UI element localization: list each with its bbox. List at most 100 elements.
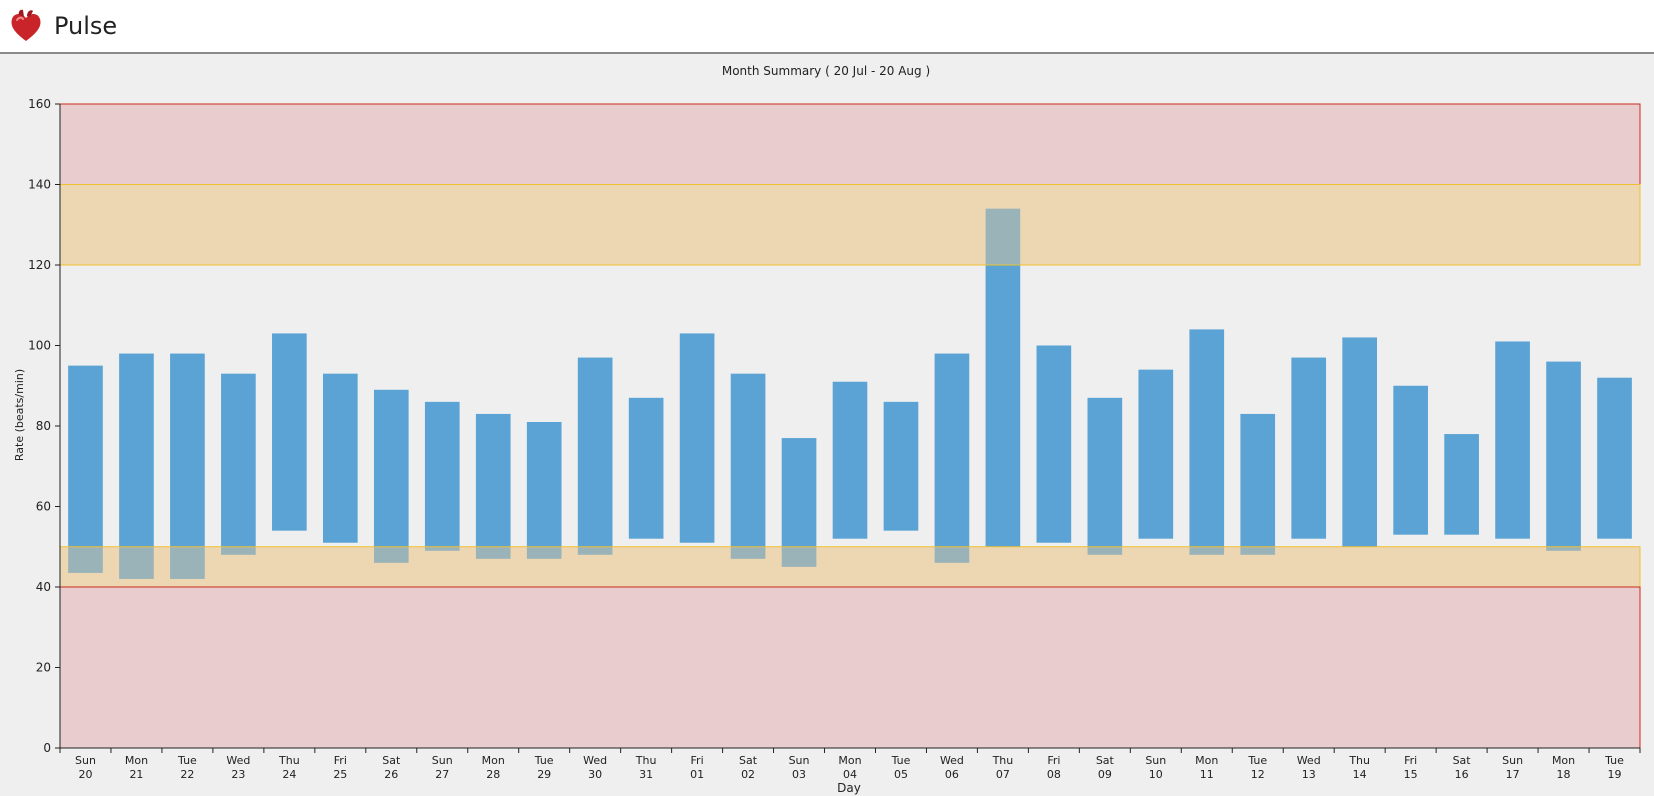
- chart-area: 0 20 40 60 80 100 120 140 160 Sun 20 Mon 21 Tue 22 Wed 2…: [0, 54, 1654, 796]
- x-tick-label-dow: Sat: [1096, 754, 1115, 767]
- bar-sun-03: [781, 438, 817, 567]
- x-tick-label-day: 22: [180, 768, 194, 781]
- zone-band-warning: [60, 184, 1640, 265]
- x-tick-label-day: 25: [333, 768, 347, 781]
- bar-sun-20: [68, 365, 103, 573]
- app-header: Pulse: [0, 0, 1654, 54]
- bar-wed-23: [221, 373, 256, 555]
- x-tick-label-dow: Fri: [691, 754, 704, 767]
- x-tick-label-dow: Sat: [1453, 754, 1472, 767]
- bar-sat-09: [1087, 397, 1123, 555]
- x-tick-label-dow: Thu: [992, 754, 1014, 767]
- chart-title: Month Summary ( 20 Jul - 20 Aug ): [722, 64, 930, 78]
- x-tick-label-day: 21: [129, 768, 143, 781]
- x-tick-label-dow: Wed: [583, 754, 607, 767]
- x-tick-label-dow: Sun: [432, 754, 453, 767]
- bar-wed-13: [1291, 357, 1327, 539]
- heart-icon: [11, 9, 41, 41]
- bar-tue-19: [1597, 377, 1632, 539]
- x-tick-label-dow: Fri: [1404, 754, 1417, 767]
- y-tick-label: 140: [28, 178, 51, 192]
- bar-fri-25: [322, 373, 358, 543]
- x-tick-label-dow: Mon: [838, 754, 861, 767]
- x-tick-label-dow: Tue: [1604, 754, 1624, 767]
- x-tick-label-day: 12: [1251, 768, 1265, 781]
- x-tick-label-dow: Wed: [226, 754, 250, 767]
- x-tick-label-day: 02: [741, 768, 755, 781]
- x-tick-label-day: 11: [1200, 768, 1214, 781]
- x-tick-label-day: 31: [639, 768, 653, 781]
- threshold-bands: [60, 104, 1640, 748]
- x-tick-label-day: 01: [690, 768, 704, 781]
- x-tick-label-dow: Sat: [382, 754, 401, 767]
- x-tick-label-day: 26: [384, 768, 398, 781]
- x-tick-label-dow: Sun: [1145, 754, 1166, 767]
- x-tick-label-day: 19: [1608, 768, 1622, 781]
- bar-wed-30: [577, 357, 613, 555]
- warning-band-overlay: [60, 546, 1640, 587]
- x-tick-label-dow: Sat: [739, 754, 758, 767]
- y-tick-label: 80: [36, 419, 51, 433]
- x-tick-label-dow: Thu: [1348, 754, 1370, 767]
- y-tick-label: 20: [36, 661, 51, 675]
- y-tick-label: 100: [28, 339, 51, 353]
- zone-band-danger: [60, 587, 1640, 748]
- x-tick-label-day: 10: [1149, 768, 1163, 781]
- bar-tue-05: [883, 401, 919, 531]
- x-tick-label-day: 15: [1404, 768, 1418, 781]
- x-tick-label-day: 28: [486, 768, 500, 781]
- x-tick-label-day: 18: [1557, 768, 1571, 781]
- x-tick-label-dow: Tue: [1247, 754, 1267, 767]
- x-tick-label-dow: Mon: [125, 754, 148, 767]
- x-tick-label-dow: Sun: [75, 754, 96, 767]
- x-tick-label-day: 06: [945, 768, 959, 781]
- bar-sun-17: [1495, 341, 1530, 539]
- x-tick-label-day: 29: [537, 768, 551, 781]
- x-tick-label-dow: Mon: [1195, 754, 1218, 767]
- x-tick-label-day: 09: [1098, 768, 1112, 781]
- x-tick-label-day: 14: [1353, 768, 1367, 781]
- x-tick-label-dow: Mon: [482, 754, 505, 767]
- bar-tue-12: [1240, 413, 1276, 555]
- x-tick-label-dow: Thu: [635, 754, 657, 767]
- bar-thu-24: [272, 333, 307, 531]
- bars: [68, 208, 1632, 579]
- bar-sun-10: [1138, 369, 1174, 539]
- zone-band-danger: [60, 104, 1640, 185]
- y-axis-label: Rate (beats/min): [13, 369, 26, 461]
- axes: 020406080100120140160Sun20Mon21Tue22Wed2…: [28, 97, 1641, 781]
- bar-mon-18: [1546, 361, 1581, 551]
- x-tick-label-day: 08: [1047, 768, 1061, 781]
- bar-fri-08: [1036, 345, 1072, 543]
- y-tick-label: 60: [36, 500, 51, 514]
- bar-sat-26: [373, 389, 409, 563]
- x-tick-label-dow: Wed: [940, 754, 964, 767]
- x-tick-label-dow: Fri: [1047, 754, 1060, 767]
- x-tick-label-day: 07: [996, 768, 1010, 781]
- x-tick-label-day: 24: [282, 768, 296, 781]
- y-tick-label: 160: [28, 97, 51, 111]
- x-tick-label-dow: Tue: [534, 754, 554, 767]
- y-tick-label: 0: [43, 741, 51, 755]
- threshold-overlays: [59, 103, 1641, 749]
- y-tick-label: 40: [36, 580, 51, 594]
- x-tick-label-dow: Mon: [1552, 754, 1575, 767]
- y-tick-label: 120: [28, 258, 51, 272]
- bar-tue-22: [170, 353, 205, 579]
- zone-band-warning: [60, 546, 1640, 587]
- x-tick-label-dow: Thu: [278, 754, 300, 767]
- bar-fri-01: [679, 333, 715, 543]
- x-tick-label-day: 05: [894, 768, 908, 781]
- x-tick-label-day: 17: [1506, 768, 1520, 781]
- bar-fri-15: [1393, 385, 1428, 535]
- bar-thu-31: [628, 397, 664, 539]
- x-tick-label-day: 27: [435, 768, 449, 781]
- x-tick-label-dow: Tue: [891, 754, 911, 767]
- x-tick-label-day: 13: [1302, 768, 1316, 781]
- bar-sat-02: [730, 373, 766, 559]
- bar-tue-29: [526, 421, 562, 559]
- bar-mon-11: [1189, 329, 1225, 555]
- x-tick-label-dow: Sun: [1502, 754, 1523, 767]
- x-tick-label-dow: Wed: [1297, 754, 1321, 767]
- x-tick-label-day: 20: [78, 768, 92, 781]
